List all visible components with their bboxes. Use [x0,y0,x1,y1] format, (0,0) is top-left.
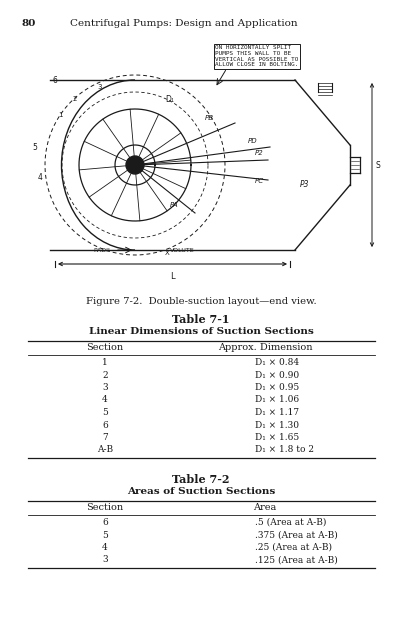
Text: PA: PA [170,202,179,208]
Text: 5: 5 [102,531,108,540]
Text: D₁ × 1.8 to 2: D₁ × 1.8 to 2 [255,445,314,454]
Text: Table 7-2: Table 7-2 [172,474,230,485]
Text: .125 (Area at A-B): .125 (Area at A-B) [255,556,338,564]
Text: A-B: A-B [97,445,113,454]
Text: Area: Area [253,503,276,512]
Text: D₁ × 1.30: D₁ × 1.30 [255,420,299,429]
Text: 3: 3 [102,556,108,564]
Text: D₁ × 1.65: D₁ × 1.65 [255,433,299,442]
Text: 4: 4 [102,543,108,552]
Text: .375 (Area at A-B): .375 (Area at A-B) [255,531,338,540]
Text: RADII: RADII [93,248,110,253]
Text: 5: 5 [33,143,37,152]
Text: L: L [170,272,175,281]
Text: 3: 3 [102,383,108,392]
Text: D₁: D₁ [165,95,174,104]
Text: S: S [376,161,381,170]
Text: 2: 2 [102,371,108,380]
Text: Section: Section [86,503,124,512]
Text: 6: 6 [52,76,58,85]
Text: 6: 6 [102,518,108,527]
Text: PC: PC [255,178,264,184]
Circle shape [126,156,144,174]
Text: Table 7-1: Table 7-1 [172,314,230,325]
Text: 80: 80 [22,19,36,28]
Text: 1: 1 [58,112,62,118]
Text: Linear Dimensions of Suction Sections: Linear Dimensions of Suction Sections [89,327,314,336]
Text: Areas of Suction Sections: Areas of Suction Sections [127,487,275,496]
Text: X: X [165,250,170,256]
Text: 4: 4 [37,173,42,182]
Text: 5: 5 [102,408,108,417]
Text: Figure 7-2.  Double-suction layout—end view.: Figure 7-2. Double-suction layout—end vi… [86,297,316,306]
Text: D₁ × 0.90: D₁ × 0.90 [255,371,299,380]
Text: D₁ × 0.84: D₁ × 0.84 [255,358,299,367]
Text: P3: P3 [300,180,310,189]
Text: D₁ × 0.95: D₁ × 0.95 [255,383,299,392]
Text: 6: 6 [102,420,108,429]
Text: .5 (Area at A-B): .5 (Area at A-B) [255,518,326,527]
Text: D₁ × 1.17: D₁ × 1.17 [255,408,299,417]
Text: D₁ × 1.06: D₁ × 1.06 [255,396,299,404]
Text: 4: 4 [102,396,108,404]
Text: VOLUTE: VOLUTE [170,248,195,253]
Text: Section: Section [86,343,124,352]
Text: 1: 1 [102,358,108,367]
Text: Approx. Dimension: Approx. Dimension [218,343,312,352]
Text: PD: PD [248,138,258,144]
Text: ON HORIZONTALLY SPLIT
PUMPS THIS WALL TO BE
VERTICAL AS POSSIBLE TO
ALLOW CLOSE : ON HORIZONTALLY SPLIT PUMPS THIS WALL TO… [215,45,298,67]
Text: Centrifugal Pumps: Design and Application: Centrifugal Pumps: Design and Applicatio… [70,19,298,28]
Text: 3: 3 [98,84,102,90]
Text: P2: P2 [255,150,264,156]
Text: 2: 2 [73,96,77,102]
Text: .25 (Area at A-B): .25 (Area at A-B) [255,543,332,552]
Text: 7: 7 [102,433,108,442]
Text: PB: PB [205,115,214,121]
